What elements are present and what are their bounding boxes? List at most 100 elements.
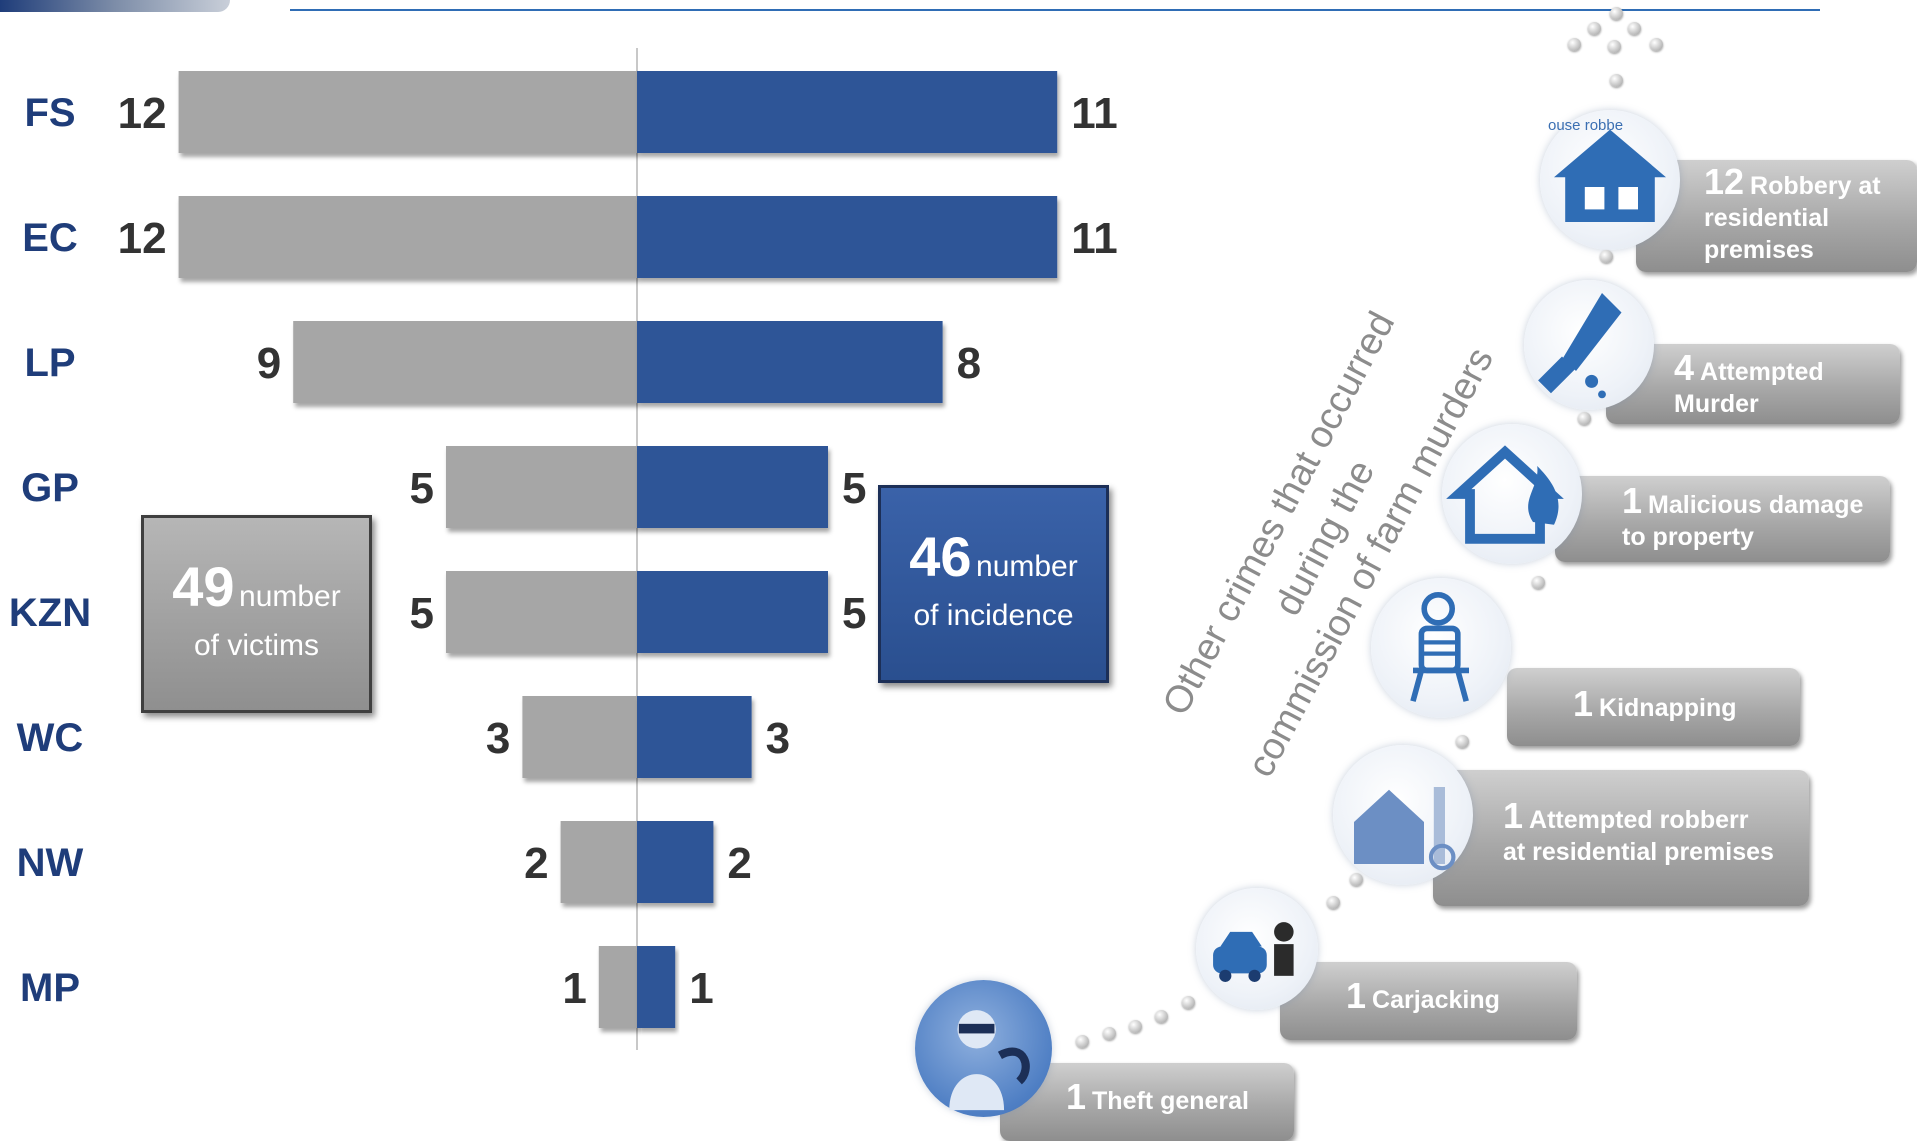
incidence-bar-mp: [637, 946, 676, 1028]
incidence-bar-lp: [637, 321, 943, 403]
crime-label-line1: Attempted: [1700, 358, 1824, 386]
crime-count: 4: [1674, 347, 1695, 388]
connector-dot: [1129, 1020, 1142, 1033]
incidence-label-b: of incidence: [913, 599, 1074, 632]
incidence-value-ec: 11: [1071, 214, 1118, 263]
incidence-value-wc: 3: [766, 714, 790, 763]
connector-dot: [1610, 74, 1623, 87]
incidence-bar-wc: [637, 696, 752, 778]
crime-card-malicious-damage: 1 Malicious damage to property: [1555, 476, 1890, 562]
incidence-total: 46: [909, 525, 972, 588]
crime-count: 1: [1066, 1076, 1087, 1117]
crime-count: 1: [1503, 795, 1524, 836]
connector-dot: [1103, 1027, 1116, 1040]
victims-bar-fs: [178, 71, 637, 153]
incidence-label-a: number: [976, 550, 1078, 583]
house-icon: [1540, 110, 1680, 250]
crime-card-robbery: 12 Robbery at residential premises: [1636, 160, 1917, 272]
victims-summary-box: 49 number of victims: [141, 515, 372, 713]
category-label-gp: GP: [21, 466, 79, 510]
victims-bar-lp: [293, 321, 637, 403]
victims-bar-gp: [446, 446, 637, 528]
connector-dot: [1155, 1010, 1168, 1023]
connector-dot: [1600, 250, 1613, 263]
incidence-bar-fs: [637, 71, 1058, 153]
crime-card-attempted-robbery: 1 Attempted robberr at residential premise…: [1433, 770, 1809, 906]
crime-label-line1: Malicious damage: [1648, 491, 1864, 519]
connector-dot: [1608, 40, 1621, 53]
crime-count: 1: [1622, 480, 1643, 521]
connector-dot: [1327, 896, 1340, 909]
connector-dot: [1532, 576, 1545, 589]
incidence-value-fs: 11: [1071, 89, 1118, 138]
crime-label-line1: Robbery at: [1750, 172, 1881, 200]
crime-card-carjacking: 1 Carjacking: [1280, 962, 1577, 1040]
victims-value-kzn: 5: [410, 589, 434, 638]
connector-dot: [1076, 1035, 1089, 1048]
connector-dot: [1568, 38, 1581, 51]
crime-label-line1: Attempted robberr: [1529, 806, 1749, 834]
victims-label-b: of victims: [193, 629, 319, 662]
incidence-value-mp: 1: [689, 964, 713, 1013]
victims-total: 49: [172, 555, 235, 618]
victims-value-nw: 2: [524, 839, 548, 888]
victims-bar-kzn: [446, 571, 637, 653]
crime-card-attempted-murder: 4 Attempted Murder: [1606, 344, 1900, 424]
header-rule: [290, 0, 1820, 11]
incidence-value-gp: 5: [842, 464, 866, 513]
incidence-bar-gp: [637, 446, 828, 528]
crime-card-theft: 1 Theft general: [1000, 1063, 1294, 1141]
crime-count: 1: [1573, 683, 1594, 724]
connector-dot: [1588, 22, 1601, 35]
connector-dot: [1182, 996, 1195, 1009]
crime-label-line1: Carjacking: [1372, 986, 1500, 1014]
house-badge-label: ouse robbe: [1548, 117, 1624, 134]
category-label-wc: WC: [17, 716, 84, 760]
category-label-fs: FS: [24, 91, 75, 135]
farm-house-icon: [1333, 745, 1473, 885]
victims-value-gp: 5: [410, 464, 434, 513]
incidence-summary-box: 46 number of incidence: [878, 485, 1109, 683]
crime-count: 12: [1704, 161, 1745, 202]
victims-bar-mp: [598, 946, 637, 1028]
victims-value-lp: 9: [257, 339, 281, 388]
victims-bar-wc: [522, 696, 637, 778]
category-label-mp: MP: [20, 966, 80, 1010]
tied-person-icon: [1371, 578, 1511, 718]
thief-icon: [915, 980, 1052, 1117]
incidence-value-nw: 2: [727, 839, 751, 888]
connector-dot: [1650, 38, 1663, 51]
connector-dot: [1610, 7, 1623, 20]
connector-dot: [1578, 412, 1591, 425]
crime-label-line1: Kidnapping: [1599, 694, 1737, 722]
victims-value-wc: 3: [486, 714, 510, 763]
car-thief-icon: [1196, 888, 1318, 1010]
crime-label-line2: at residential premises: [1503, 838, 1774, 866]
category-label-kzn: KZN: [9, 591, 91, 635]
victims-value-ec: 12: [118, 214, 167, 263]
connector-dot: [1350, 873, 1363, 886]
connector-dot: [1456, 735, 1469, 748]
category-label-ec: EC: [22, 216, 78, 260]
victims-label-a: number: [239, 580, 341, 613]
victims-bar-ec: [178, 196, 637, 278]
burning-house-icon: [1442, 424, 1582, 564]
connector-dot: [1628, 22, 1641, 35]
incidence-bar-kzn: [637, 571, 828, 653]
crime-label-line3: premises: [1704, 236, 1814, 264]
victims-value-mp: 1: [562, 964, 586, 1013]
crime-label-line2: Murder: [1674, 390, 1759, 418]
category-label-lp: LP: [24, 341, 75, 385]
incidence-bar-nw: [637, 821, 714, 903]
incidence-value-kzn: 5: [842, 589, 866, 638]
incidence-value-lp: 8: [957, 339, 981, 388]
crime-card-kidnapping: 1 Kidnapping: [1507, 668, 1800, 746]
crime-label-line1: Theft general: [1092, 1087, 1250, 1115]
victims-bar-nw: [560, 821, 637, 903]
crime-label-line2: to property: [1622, 523, 1754, 551]
category-label-nw: NW: [17, 841, 84, 885]
victims-value-fs: 12: [118, 89, 167, 138]
crime-label-line2: residential: [1704, 204, 1830, 232]
knife-icon: [1524, 280, 1654, 410]
